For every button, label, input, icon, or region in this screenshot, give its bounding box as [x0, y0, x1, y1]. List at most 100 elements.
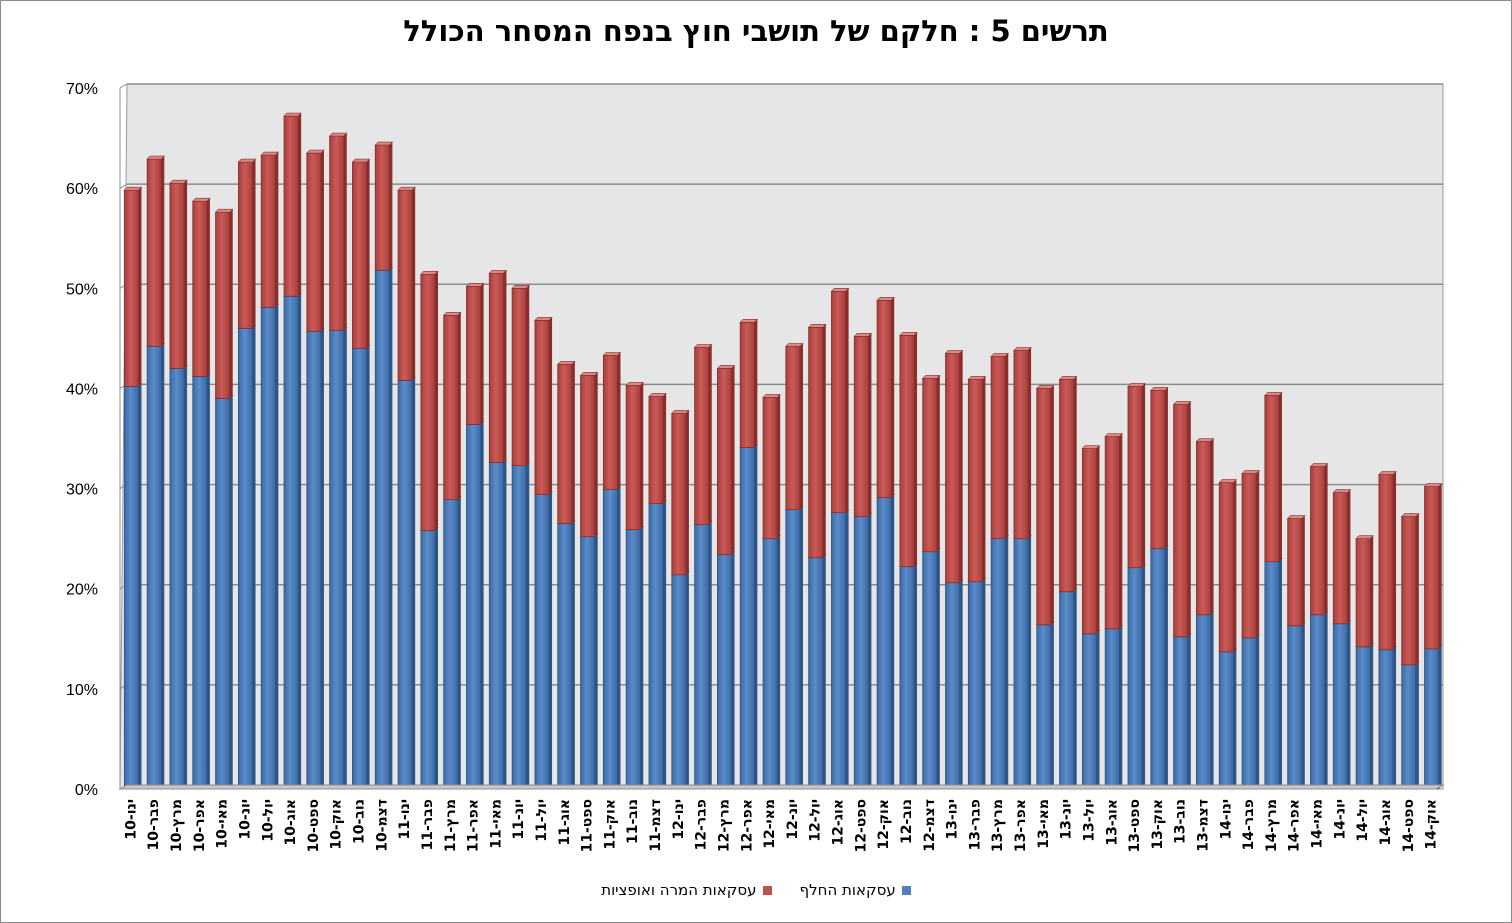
bar-conversion — [1173, 404, 1189, 638]
bar-conversion-top — [192, 197, 211, 202]
x-tick-label: נוב-10 — [352, 799, 368, 844]
bar-swap-side — [1324, 611, 1328, 789]
bar-conversion — [420, 273, 436, 532]
bar-conversion — [785, 345, 801, 510]
bar-conversion — [1036, 388, 1052, 626]
bar-conversion-top — [488, 269, 508, 274]
x-tick-label: יול-13 — [1081, 799, 1097, 842]
bar-conversion-side — [320, 150, 324, 332]
bar-conversion-side — [1005, 353, 1009, 539]
y-tick-label: 40% — [66, 381, 98, 398]
bar-conversion-top — [511, 284, 530, 289]
bar-conversion — [899, 334, 915, 568]
x-tick-label: ספט-10 — [306, 799, 322, 853]
bar-conversion — [534, 319, 550, 495]
bar-swap — [1127, 567, 1143, 790]
legend-item-swap: עסקאות החלף — [800, 881, 911, 899]
x-tick-label: אוג-11 — [557, 799, 573, 846]
x-tick-label: אוק-10 — [329, 799, 345, 850]
bar-conversion-top — [351, 158, 371, 163]
bar-conversion-top — [1309, 463, 1329, 467]
bar-conversion-top — [739, 319, 759, 323]
bar-conversion — [329, 135, 345, 331]
x-tick-label: מרץ-12 — [716, 799, 732, 852]
bar-conversion-top — [1218, 479, 1238, 483]
bar-swap — [237, 327, 253, 790]
bar-conversion-side — [1324, 463, 1328, 615]
bar-swap — [329, 329, 345, 790]
bar-swap — [1036, 624, 1052, 790]
gridline-side — [119, 83, 128, 89]
bar-swap-side — [275, 304, 279, 789]
bar-conversion-top — [1058, 376, 1078, 380]
x-tick-label: אוק-11 — [602, 799, 618, 850]
bar-conversion-side — [959, 350, 963, 583]
bar-swap — [922, 551, 938, 790]
bar-swap — [625, 529, 641, 790]
bar-conversion-top — [876, 296, 895, 301]
x-tick-label: יונ-14 — [1332, 799, 1348, 840]
x-tick-label: יול-11 — [534, 799, 550, 842]
bar-conversion-top — [1195, 438, 1215, 442]
bar-swap-side — [1096, 630, 1100, 789]
bar-swap — [306, 330, 322, 790]
x-tick-label: מאי-10 — [215, 799, 231, 849]
bar-conversion-top — [169, 179, 188, 184]
x-tick-label: אפר-14 — [1287, 799, 1303, 852]
bar-swap-side — [891, 494, 895, 789]
x-tick-label: פבר-10 — [146, 799, 162, 850]
bar-swap-side — [1028, 535, 1032, 789]
x-tick-label: נוב-13 — [1173, 799, 1189, 844]
bar-swap — [123, 386, 139, 790]
bar-swap — [466, 424, 482, 790]
bar-conversion-side — [161, 156, 165, 347]
bar-swap — [534, 494, 550, 790]
bar-swap — [397, 380, 413, 790]
bar-swap-side — [549, 491, 553, 789]
bar-swap — [1218, 651, 1234, 790]
bar-swap-side — [594, 533, 598, 789]
bar-conversion-top — [648, 393, 667, 397]
bar-swap-side — [1119, 625, 1123, 789]
bar-conversion-side — [594, 372, 598, 537]
bar-swap — [1173, 636, 1189, 790]
bar-swap-side — [184, 365, 188, 789]
x-tick-label: יול-12 — [808, 799, 824, 842]
bar-swap-side — [959, 579, 963, 789]
x-tick-label: ינו-11 — [397, 799, 413, 840]
bar-swap-side — [298, 293, 302, 789]
bar-swap — [420, 530, 436, 790]
x-tick-label: אוג-13 — [1104, 799, 1120, 846]
bar-conversion-side — [845, 288, 849, 513]
bar-swap — [169, 367, 185, 790]
bar-conversion-top — [1013, 347, 1032, 351]
x-tick-label: דצמ-11 — [648, 799, 664, 852]
x-tick-label: אוק-12 — [876, 799, 892, 850]
bar-swap-side — [1233, 648, 1237, 789]
bar-conversion-top — [1104, 433, 1124, 437]
legend-item-conversion: עסקאות המרה ואופציות — [601, 881, 772, 899]
bar-swap — [602, 489, 618, 790]
bar-conversion-side — [184, 180, 188, 369]
bar-conversion-side — [1050, 385, 1054, 625]
bar-swap-side — [777, 535, 781, 789]
bar-conversion — [237, 161, 253, 329]
bar-conversion — [694, 346, 710, 526]
bar-conversion-top — [442, 312, 462, 316]
x-tick-label: יול-10 — [260, 799, 276, 842]
legend-label-swap: עסקאות החלף — [799, 881, 896, 899]
bar-swap-side — [1370, 643, 1374, 789]
bar-conversion-side — [685, 410, 689, 575]
x-tick-label: יול-14 — [1355, 799, 1371, 842]
bar-swap-side — [412, 377, 416, 789]
bar-conversion-side — [754, 319, 758, 448]
bar-swap — [876, 497, 892, 790]
x-tick-label: אוג-12 — [831, 799, 847, 846]
bar-conversion-side — [389, 142, 393, 271]
x-tick-label: ינו-10 — [123, 799, 139, 840]
bar-swap-side — [503, 459, 507, 789]
bar-conversion-top — [785, 343, 804, 347]
bar-swap-side — [1347, 620, 1351, 789]
bar-conversion-side — [1278, 392, 1282, 562]
